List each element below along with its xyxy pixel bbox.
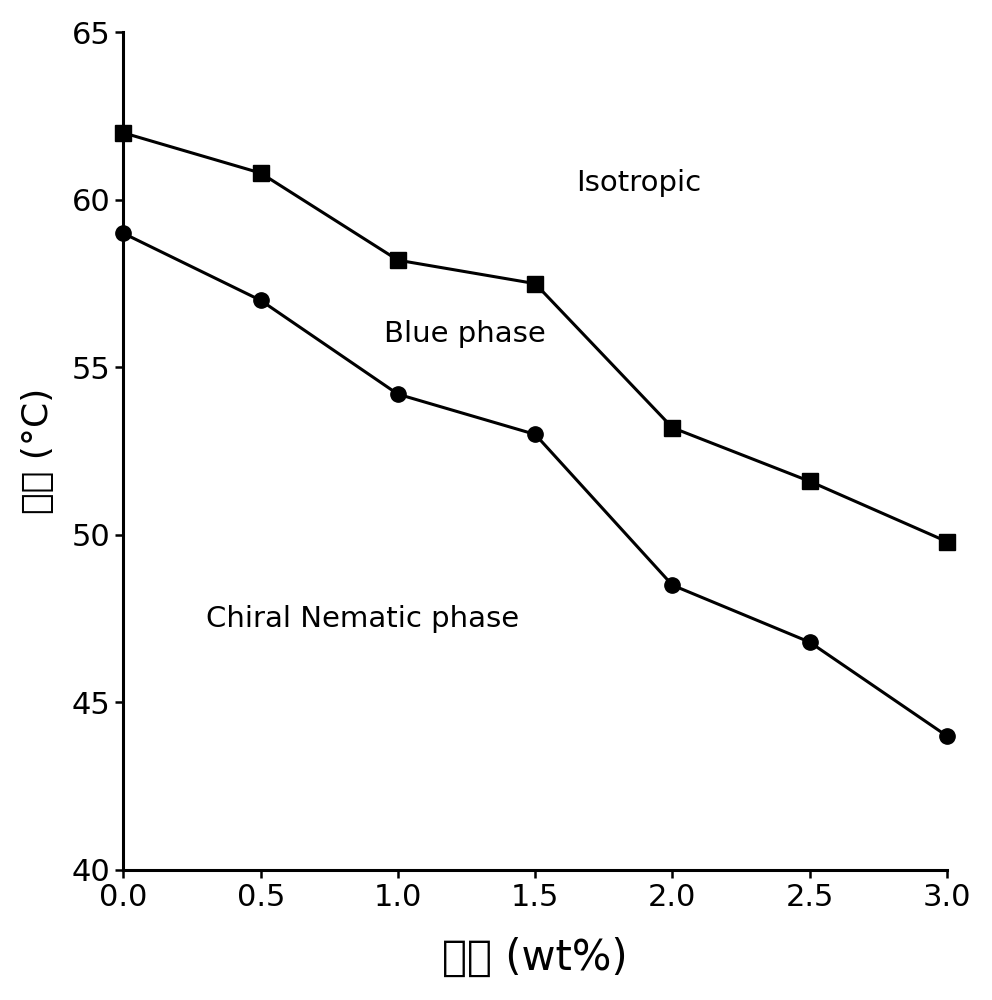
Text: Blue phase: Blue phase [384, 320, 546, 348]
X-axis label: 碳点 (wt%): 碳点 (wt%) [442, 937, 628, 979]
Text: Isotropic: Isotropic [576, 169, 701, 197]
Y-axis label: 温度 (°C): 温度 (°C) [21, 388, 55, 514]
Text: Chiral Nematic phase: Chiral Nematic phase [205, 605, 519, 633]
